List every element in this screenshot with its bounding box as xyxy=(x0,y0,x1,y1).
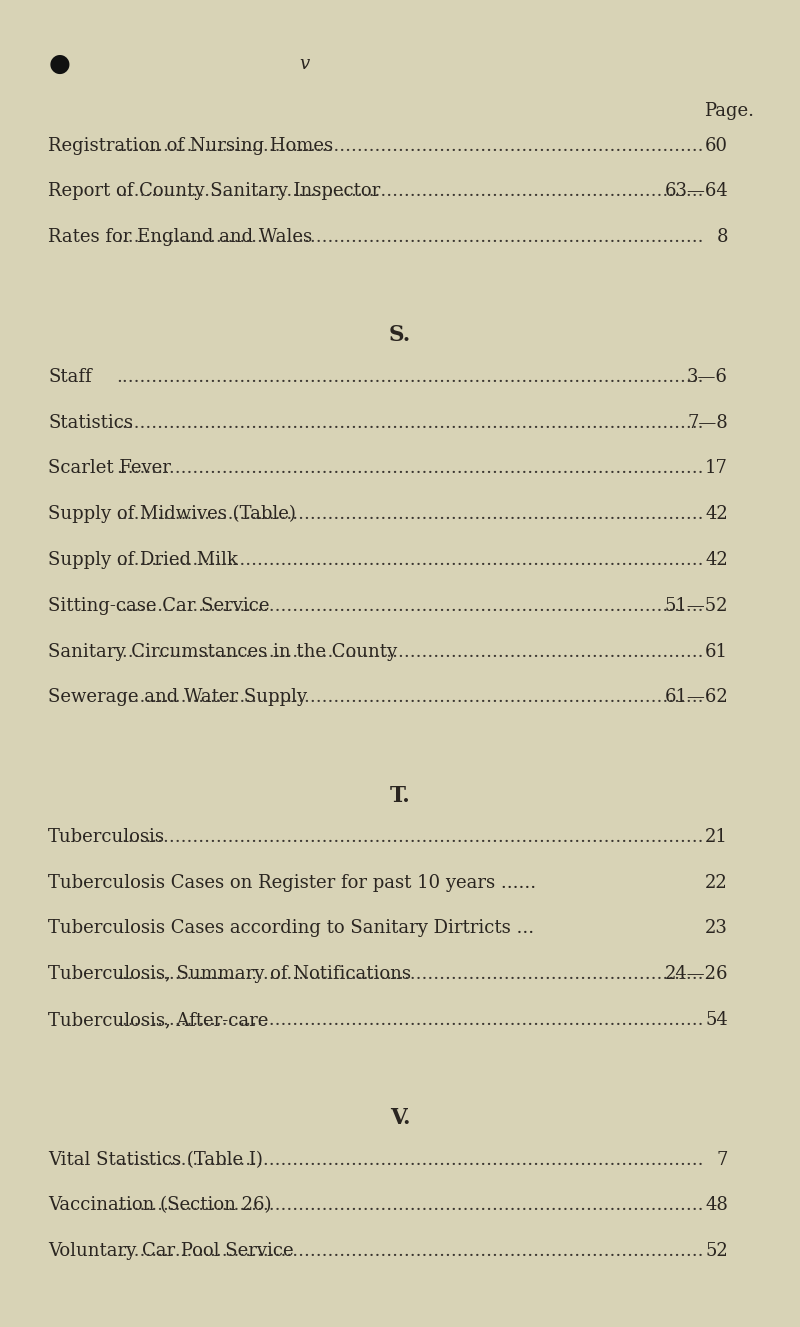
Text: ................................................................................: ........................................… xyxy=(116,459,704,478)
Text: Tuberculosis, Summary of Notifications: Tuberculosis, Summary of Notifications xyxy=(48,965,411,983)
Text: 23: 23 xyxy=(705,920,728,937)
Text: 61—62: 61—62 xyxy=(664,689,728,706)
Text: 7: 7 xyxy=(717,1151,728,1169)
Text: ................................................................................: ........................................… xyxy=(116,828,704,845)
Text: Tuberculosis Cases according to Sanitary Dirtricts ...: Tuberculosis Cases according to Sanitary… xyxy=(48,920,534,937)
Text: 60: 60 xyxy=(705,137,728,155)
Text: Sanitary Circumstances in the County: Sanitary Circumstances in the County xyxy=(48,642,397,661)
Text: ................................................................................: ........................................… xyxy=(116,228,704,247)
Text: Sewerage and Water Supply: Sewerage and Water Supply xyxy=(48,689,307,706)
Text: S.: S. xyxy=(389,324,411,346)
Text: Voluntary Car Pool Service: Voluntary Car Pool Service xyxy=(48,1242,294,1261)
Text: ................................................................................: ........................................… xyxy=(116,642,704,661)
Text: Scarlet Fever: Scarlet Fever xyxy=(48,459,171,478)
Text: ................................................................................: ........................................… xyxy=(116,182,704,200)
Text: 21: 21 xyxy=(705,828,728,845)
Text: 17: 17 xyxy=(705,459,728,478)
Text: ................................................................................: ........................................… xyxy=(116,137,704,155)
Text: Vaccination (Section 26): Vaccination (Section 26) xyxy=(48,1197,271,1214)
Text: ................................................................................: ........................................… xyxy=(116,965,704,983)
Text: Registration of Nursing Homes: Registration of Nursing Homes xyxy=(48,137,333,155)
Text: 51—52: 51—52 xyxy=(665,597,728,614)
Text: ................................................................................: ........................................… xyxy=(116,551,704,569)
Text: 42: 42 xyxy=(706,506,728,523)
Text: ................................................................................: ........................................… xyxy=(116,1011,704,1028)
Text: 63—64: 63—64 xyxy=(664,182,728,200)
Text: Tuberculosis Cases on Register for past 10 years ......: Tuberculosis Cases on Register for past … xyxy=(48,873,536,892)
Text: Vital Statistics (Table I): Vital Statistics (Table I) xyxy=(48,1151,263,1169)
Text: 42: 42 xyxy=(706,551,728,569)
Text: 7—8: 7—8 xyxy=(687,414,728,431)
Text: ................................................................................: ........................................… xyxy=(116,689,704,706)
Text: ................................................................................: ........................................… xyxy=(116,1242,704,1261)
Text: ................................................................................: ........................................… xyxy=(116,1197,704,1214)
Text: 3—6: 3—6 xyxy=(687,368,728,386)
Text: 24—26: 24—26 xyxy=(665,965,728,983)
Text: 8: 8 xyxy=(717,228,728,247)
Text: 48: 48 xyxy=(705,1197,728,1214)
Text: Sitting-case Car Service: Sitting-case Car Service xyxy=(48,597,270,614)
Text: Rates for England and Wales: Rates for England and Wales xyxy=(48,228,312,247)
Text: ●: ● xyxy=(49,52,71,76)
Text: Supply of Midwives (Table): Supply of Midwives (Table) xyxy=(48,506,296,523)
Text: Supply of Dried Milk: Supply of Dried Milk xyxy=(48,551,238,569)
Text: v: v xyxy=(299,54,309,73)
Text: Tuberculosis, After-care: Tuberculosis, After-care xyxy=(48,1011,268,1028)
Text: ................................................................................: ........................................… xyxy=(116,506,704,523)
Text: Tuberculosis: Tuberculosis xyxy=(48,828,165,845)
Text: ................................................................................: ........................................… xyxy=(116,1151,704,1169)
Text: V.: V. xyxy=(390,1107,410,1129)
Text: 52: 52 xyxy=(706,1242,728,1261)
Text: 22: 22 xyxy=(706,873,728,892)
Text: T.: T. xyxy=(390,784,410,807)
Text: ................................................................................: ........................................… xyxy=(116,414,704,431)
Text: Staff: Staff xyxy=(48,368,92,386)
Text: Statistics: Statistics xyxy=(48,414,133,431)
Text: 61: 61 xyxy=(705,642,728,661)
Text: 54: 54 xyxy=(706,1011,728,1028)
Text: Page.: Page. xyxy=(704,102,754,121)
Text: Report of County Sanitary Inspector: Report of County Sanitary Inspector xyxy=(48,182,380,200)
Text: ................................................................................: ........................................… xyxy=(116,368,704,386)
Text: ................................................................................: ........................................… xyxy=(116,597,704,614)
